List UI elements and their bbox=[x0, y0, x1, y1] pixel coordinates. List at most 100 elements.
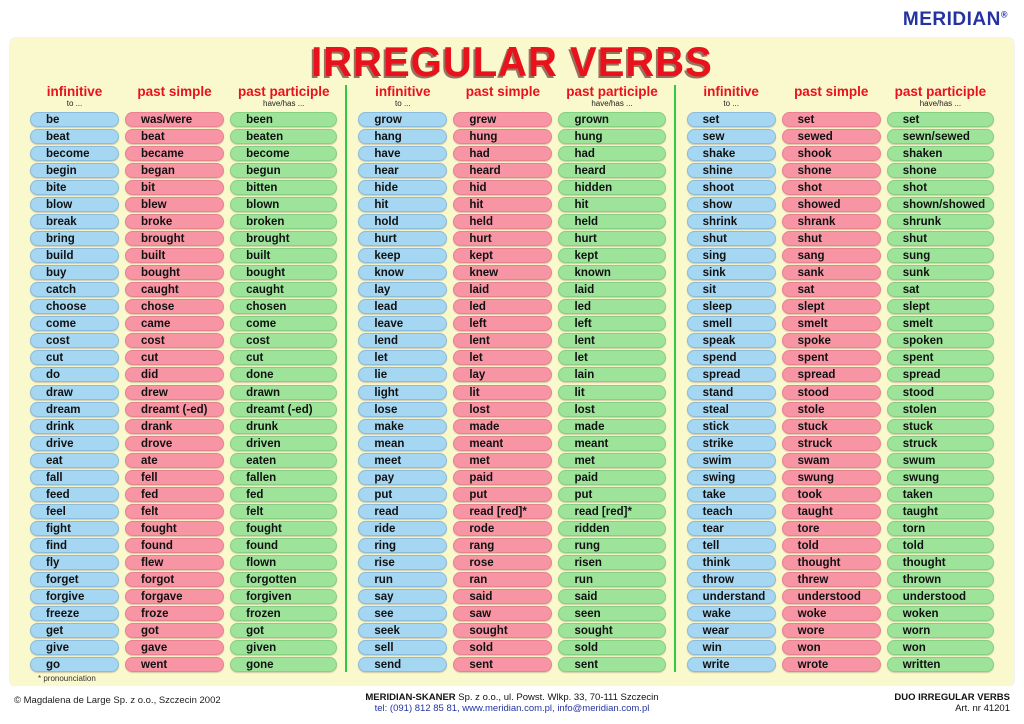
verb-past-participle-pill: stuck bbox=[886, 418, 994, 434]
verb-past-simple-pill: drove bbox=[125, 435, 225, 451]
verb-past-simple-pill: drank bbox=[125, 418, 225, 434]
verb-infinitive-pill: have bbox=[358, 146, 448, 162]
verb-infinitive-pill: smell bbox=[686, 316, 776, 332]
verb-past-simple-pill: took bbox=[781, 486, 881, 502]
verb-past-participle-pill: stood bbox=[886, 384, 994, 400]
verb-past-participle-pill: won bbox=[886, 639, 994, 655]
past-participle-header: past participle have/has ... bbox=[887, 85, 994, 112]
publisher-address-line: MERIDIAN-SKANER Sp. z o.o., ul. Powst. W… bbox=[316, 692, 708, 703]
verb-past-participle-pill: grown bbox=[558, 112, 666, 127]
verb-table-columns: infinitive to ... past simple past parti… bbox=[26, 85, 1002, 672]
verb-infinitive-pill: do bbox=[30, 367, 119, 383]
verb-row: see saw seen bbox=[358, 605, 666, 621]
verb-row: send sent sent bbox=[358, 657, 666, 672]
verb-infinitive-pill: freeze bbox=[30, 605, 119, 621]
verb-past-participle-pill: become bbox=[230, 146, 338, 162]
verb-past-participle-pill: spoken bbox=[886, 333, 994, 349]
verb-row: sink sank sunk bbox=[686, 265, 994, 281]
verb-infinitive-pill: break bbox=[30, 214, 119, 230]
verb-past-simple-pill: paid bbox=[453, 469, 553, 485]
verb-past-participle-pill: dreamt (-ed) bbox=[230, 401, 338, 417]
verb-infinitive-pill: throw bbox=[686, 571, 776, 587]
verb-past-participle-pill: sung bbox=[886, 248, 994, 264]
verb-row: rise rose risen bbox=[358, 554, 666, 570]
verb-past-simple-pill: woke bbox=[781, 605, 881, 621]
verb-row: hold held held bbox=[358, 214, 666, 230]
verb-infinitive-pill: rise bbox=[358, 554, 448, 570]
verb-past-simple-pill: cut bbox=[125, 350, 225, 366]
verb-past-participle-pill: written bbox=[886, 657, 994, 672]
verb-row: have had had bbox=[358, 146, 666, 162]
infinitive-header: infinitive to ... bbox=[687, 85, 776, 112]
past-simple-header-label: past simple bbox=[465, 84, 541, 99]
verb-past-simple-pill: sent bbox=[453, 657, 553, 672]
infinitive-header-label: infinitive bbox=[46, 84, 103, 99]
verb-infinitive-pill: hit bbox=[358, 197, 448, 213]
verb-row: shoot shot shot bbox=[686, 180, 994, 196]
verb-infinitive-pill: tell bbox=[686, 537, 776, 553]
verb-past-participle-pill: rung bbox=[558, 537, 666, 553]
verb-infinitive-pill: write bbox=[686, 657, 776, 672]
verb-row: steal stole stolen bbox=[686, 401, 994, 417]
verb-past-participle-pill: had bbox=[558, 146, 666, 162]
verb-past-simple-pill: hurt bbox=[453, 231, 553, 247]
verb-past-simple-pill: stood bbox=[781, 384, 881, 400]
verb-row: drink drank drunk bbox=[30, 418, 338, 434]
verb-past-simple-pill: froze bbox=[125, 605, 225, 621]
verb-row: sell sold sold bbox=[358, 639, 666, 655]
verb-infinitive-pill: seek bbox=[358, 622, 448, 638]
verb-infinitive-pill: sing bbox=[686, 248, 776, 264]
verb-infinitive-pill: put bbox=[358, 486, 448, 502]
verb-past-simple-pill: rode bbox=[453, 520, 553, 536]
verb-infinitive-pill: leave bbox=[358, 316, 448, 332]
verb-infinitive-pill: read bbox=[358, 503, 448, 519]
verb-past-participle-pill: chosen bbox=[230, 299, 338, 315]
verb-row: lay laid laid bbox=[358, 282, 666, 298]
verb-infinitive-pill: bite bbox=[30, 180, 119, 196]
verb-past-simple-pill: threw bbox=[781, 571, 881, 587]
past-participle-header-sub: have/has ... bbox=[591, 99, 633, 108]
verb-infinitive-pill: tear bbox=[686, 520, 776, 536]
verb-group-2: infinitive to ... past simple past parti… bbox=[345, 85, 673, 672]
verb-row: pay paid paid bbox=[358, 469, 666, 485]
verb-row: forget forgot forgotten bbox=[30, 571, 338, 587]
verb-row: take took taken bbox=[686, 486, 994, 502]
verb-past-participle-pill: swung bbox=[886, 469, 994, 485]
verb-infinitive-pill: blow bbox=[30, 197, 119, 213]
verb-row: cut cut cut bbox=[30, 350, 338, 366]
verb-row: go went gone bbox=[30, 657, 338, 672]
verb-row: set set set bbox=[686, 112, 994, 127]
verb-row: leave left left bbox=[358, 316, 666, 332]
past-participle-header: past participle have/has ... bbox=[230, 85, 337, 112]
verb-past-participle-pill: hurt bbox=[558, 231, 666, 247]
verb-past-participle-pill: worn bbox=[886, 622, 994, 638]
verb-infinitive-pill: spread bbox=[686, 367, 776, 383]
verb-past-participle-pill: torn bbox=[886, 520, 994, 536]
verb-past-simple-pill: met bbox=[453, 452, 553, 468]
verb-past-participle-pill: spread bbox=[886, 367, 994, 383]
verb-row: shrink shrank shrunk bbox=[686, 214, 994, 230]
verb-row: buy bought bought bbox=[30, 265, 338, 281]
verb-row: run ran run bbox=[358, 571, 666, 587]
verb-row: swing swung swung bbox=[686, 469, 994, 485]
verb-past-simple-pill: made bbox=[453, 418, 553, 434]
verb-past-simple-pill: meant bbox=[453, 435, 553, 451]
past-participle-header-label: past participle bbox=[566, 84, 658, 99]
verb-past-simple-pill: forgot bbox=[125, 571, 225, 587]
verb-past-participle-pill: risen bbox=[558, 554, 666, 570]
verb-infinitive-pill: cost bbox=[30, 333, 119, 349]
verb-past-participle-pill: known bbox=[558, 265, 666, 281]
verb-past-participle-pill: meant bbox=[558, 435, 666, 451]
past-simple-header-label: past simple bbox=[137, 84, 212, 99]
verb-row: sit sat sat bbox=[686, 282, 994, 298]
verb-row: catch caught caught bbox=[30, 282, 338, 298]
verb-infinitive-pill: shrink bbox=[686, 214, 776, 230]
irregular-verbs-poster: IRREGULAR VERBS infinitive to ... past s… bbox=[10, 38, 1014, 686]
infinitive-header-sub: to ... bbox=[66, 99, 83, 108]
verb-past-simple-pill: set bbox=[781, 112, 881, 127]
verb-past-simple-pill: wrote bbox=[781, 657, 881, 672]
verb-past-simple-pill: fed bbox=[125, 486, 225, 502]
verb-past-participle-pill: brought bbox=[230, 231, 338, 247]
verb-row: know knew known bbox=[358, 265, 666, 281]
verb-infinitive-pill: sew bbox=[686, 129, 776, 145]
